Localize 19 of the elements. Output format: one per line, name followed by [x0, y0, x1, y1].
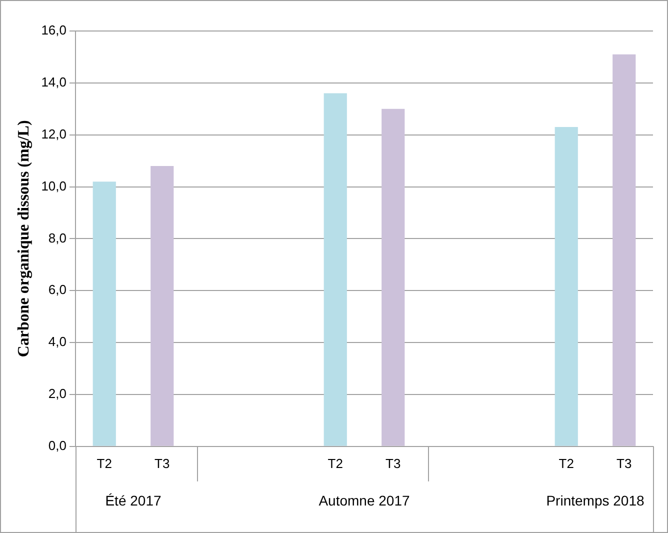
y-tick-label: 16,0 — [41, 22, 66, 38]
y-tick-label: 0,0 — [48, 438, 66, 453]
x-tick-label: T2 — [558, 456, 574, 471]
y-tick-label: 6,0 — [48, 282, 66, 298]
y-tick-label: 14,0 — [41, 74, 66, 90]
y-tick-label: 2,0 — [48, 386, 66, 402]
text: Été 2017 — [105, 492, 162, 508]
x-tick-label: T2 — [96, 456, 112, 471]
x-tick-label: T3 — [616, 456, 632, 471]
x-tick-label: T3 — [386, 456, 401, 471]
x-tick-label: T3 — [154, 456, 170, 471]
y-axis-title: Carbone organique dissous (mg/L) — [16, 120, 33, 358]
text: Automne 2017 — [318, 492, 410, 508]
y-tick-label: 12,0 — [41, 126, 66, 142]
y-tick-label: 4,0 — [48, 334, 66, 350]
y-tick-label: 8,0 — [48, 230, 66, 246]
x-tick-label: T2 — [328, 456, 343, 471]
y-tick-label: 10,0 — [41, 178, 66, 194]
text: Printemps 2018 — [546, 492, 644, 508]
